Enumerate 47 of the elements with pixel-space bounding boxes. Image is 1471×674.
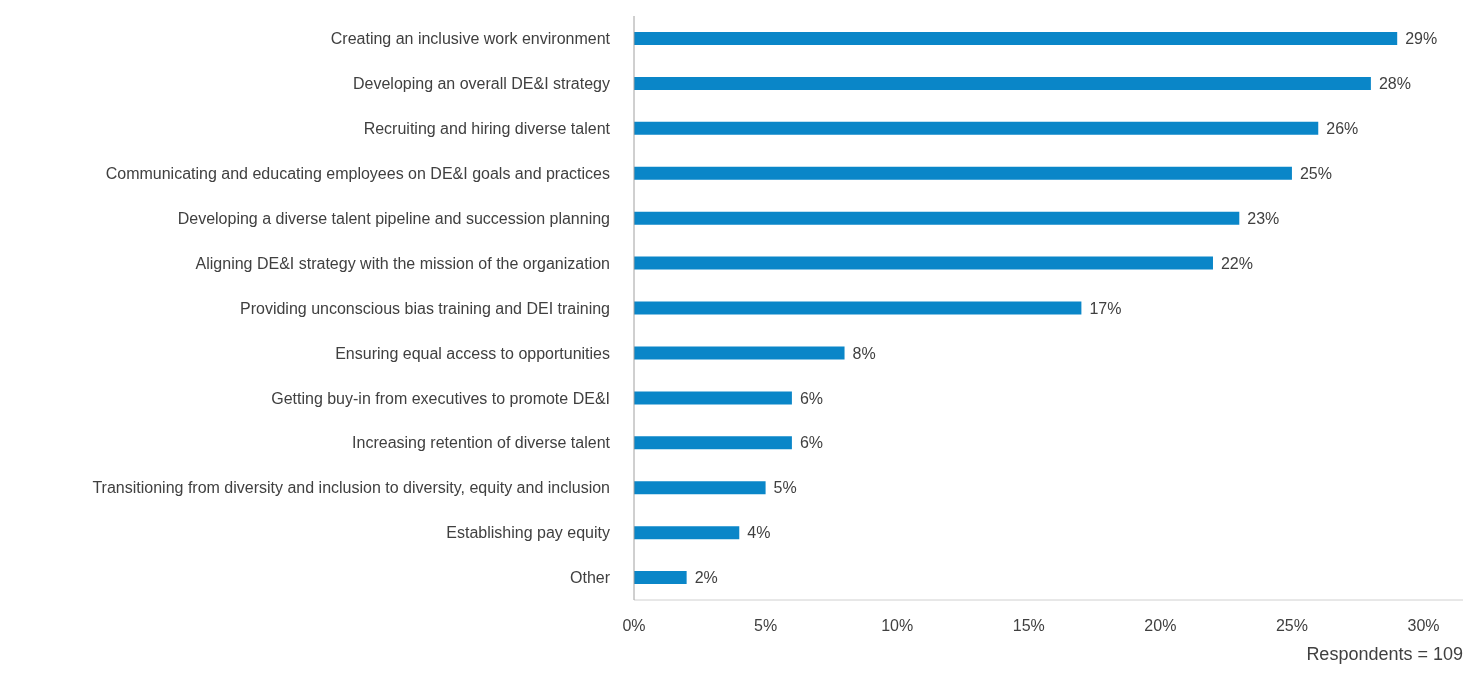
- y-tick-label: Other: [569, 569, 611, 587]
- data-label: 8%: [852, 344, 876, 362]
- y-tick-label: Communicating and educating employees on DE&I goals and practices: [105, 164, 610, 182]
- bar: [634, 76, 1371, 90]
- y-tick-label: Creating an inclusive work environment: [330, 30, 611, 48]
- data-label: 6%: [799, 434, 824, 452]
- bar: [634, 301, 1082, 315]
- x-tick-label: 25%: [1275, 617, 1308, 635]
- data-label: 26%: [1326, 120, 1359, 138]
- data-label: 23%: [1247, 209, 1280, 227]
- x-tick-label: 15%: [1012, 617, 1045, 635]
- y-tick-label: Developing an overall DE&I strategy: [352, 75, 610, 93]
- x-tick-label: 10%: [881, 617, 914, 635]
- y-tick-label: Developing a diverse talent pipeline and succession planning: [177, 209, 610, 227]
- y-tick-label: Aligning DE&I strategy with the mission of the organization: [195, 254, 610, 272]
- text: Respondents = 109: [1305, 644, 1463, 665]
- data-label: 5%: [773, 479, 797, 497]
- bar: [634, 481, 766, 495]
- y-tick-label: Providing unconscious bias training and DEI training: [240, 299, 610, 317]
- bar: [634, 32, 1398, 45]
- data-label: 17%: [1089, 299, 1122, 317]
- data-label: 25%: [1299, 164, 1332, 182]
- y-tick-label: Transitioning from diversity and inclusion to diversity, equity and inclusion: [92, 479, 610, 497]
- data-label: 28%: [1378, 75, 1411, 93]
- x-tick-label: 0%: [622, 617, 646, 635]
- bar: [634, 211, 1240, 225]
- y-tick-label: Recruiting and hiring diverse talent: [363, 119, 611, 137]
- x-tick-label: 20%: [1144, 617, 1177, 635]
- data-label: 29%: [1405, 30, 1438, 48]
- bar: [634, 391, 792, 405]
- y-tick-label: Establishing pay equity: [446, 524, 610, 542]
- y-tick-label: Increasing retention of diverse talent: [352, 434, 611, 452]
- y-tick-label: Ensuring equal access to opportunities: [335, 344, 610, 362]
- bar: [634, 256, 1213, 270]
- bar: [634, 571, 687, 585]
- data-label: 2%: [694, 569, 718, 587]
- y-tick-label: Getting buy-in from executives to promote DE&I: [271, 389, 610, 407]
- data-label: 6%: [799, 389, 824, 407]
- bar: [634, 121, 1319, 135]
- bar: [634, 166, 1292, 180]
- data-label: 4%: [747, 524, 771, 542]
- data-label: 22%: [1220, 254, 1254, 272]
- bar: [634, 436, 792, 450]
- bar: [634, 526, 740, 540]
- bar: [634, 346, 845, 360]
- x-tick-label: 30%: [1407, 617, 1440, 635]
- x-tick-label: 5%: [754, 617, 778, 635]
